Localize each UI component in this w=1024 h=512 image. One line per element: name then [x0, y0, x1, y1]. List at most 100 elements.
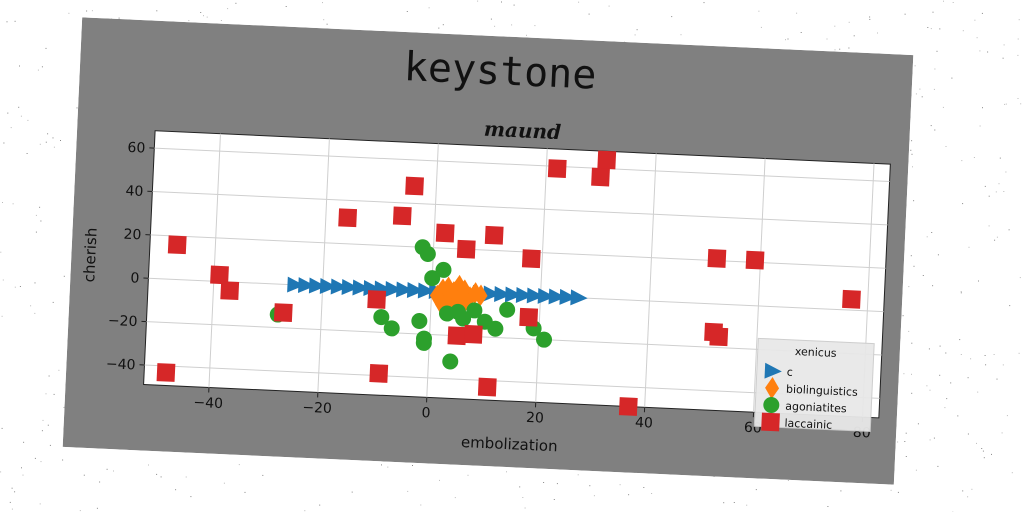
noise-speck [915, 469, 917, 471]
noise-speck [983, 457, 985, 459]
axes-title: maund [483, 117, 561, 144]
point-laccainic [338, 208, 358, 228]
noise-speck [973, 157, 975, 158]
noise-speck [511, 24, 513, 26]
noise-speck [995, 191, 997, 193]
noise-speck [1017, 98, 1019, 99]
noise-speck [703, 2, 705, 4]
noise-speck [961, 160, 963, 162]
noise-speck [908, 286, 910, 288]
noise-speck [758, 10, 760, 12]
noise-speck [227, 8, 229, 10]
noise-speck [19, 65, 20, 67]
y-grid-line [152, 190, 888, 226]
noise-speck [945, 352, 947, 354]
noise-speck [1, 315, 3, 317]
noise-speck [928, 348, 930, 350]
noise-speck [39, 206, 41, 208]
noise-speck [7, 112, 9, 114]
noise-speck [381, 464, 382, 466]
noise-speck [23, 441, 25, 443]
point-c [287, 276, 305, 293]
noise-speck [853, 35, 855, 37]
noise-speck [981, 448, 983, 449]
noise-speck [438, 27, 440, 29]
noise-speck [1005, 103, 1007, 105]
legend-label-agoniatites: agoniatites [785, 400, 847, 416]
point-agoniatites [455, 310, 472, 327]
noise-speck [934, 129, 936, 131]
x-tick-label: 0 [421, 405, 431, 421]
noise-speck [826, 38, 828, 40]
noise-speck [10, 127, 12, 129]
point-agoniatites [373, 309, 390, 326]
y-tick-label: 20 [123, 227, 142, 244]
point-laccainic [707, 249, 727, 268]
point-laccainic [463, 324, 483, 344]
noise-speck [1018, 352, 1020, 354]
noise-speck [490, 18, 492, 20]
noise-speck [952, 2, 954, 3]
y-tick-label: −20 [108, 313, 138, 330]
noise-speck [20, 115, 22, 117]
noise-speck [933, 88, 935, 90]
legend-label-laccainic: laccainic [784, 417, 832, 432]
noise-speck [22, 474, 24, 476]
noise-speck [63, 275, 65, 277]
point-biolinguistics [452, 274, 467, 297]
noise-speck [439, 479, 440, 481]
point-laccainic [392, 206, 412, 226]
noise-speck [406, 11, 408, 12]
noise-speck [506, 471, 507, 473]
legend: xenicus c biolinguisticsagoniatiteslaccai… [753, 337, 875, 433]
noise-speck [982, 450, 984, 452]
noise-speck [840, 490, 842, 492]
legend-box [753, 337, 875, 433]
noise-speck [922, 275, 924, 276]
noise-speck [911, 342, 913, 344]
noise-speck [979, 125, 981, 127]
noise-speck [619, 484, 621, 486]
point-c [548, 288, 566, 305]
noise-speck [34, 312, 36, 314]
noise-speck [971, 488, 973, 490]
noise-speck [118, 17, 120, 19]
noise-speck [47, 424, 49, 426]
noise-speck [185, 476, 187, 478]
x-axis-ticks: −40 −20 0 20 40 60 80 [193, 387, 871, 442]
noise-speck [932, 11, 934, 13]
point-c [504, 286, 523, 303]
noise-speck [921, 96, 923, 98]
noise-speck [513, 4, 515, 6]
noise-speck [322, 2, 323, 4]
y-grid-line [154, 147, 890, 183]
point-biolinguistics [441, 276, 456, 299]
noise-speck [96, 507, 98, 509]
noise-speck [39, 503, 41, 505]
noise-speck [1001, 432, 1003, 434]
noise-speck [156, 473, 158, 475]
noise-speck [869, 16, 871, 18]
noise-speck [834, 49, 836, 51]
noise-speck [304, 510, 306, 512]
noise-speck [543, 482, 545, 483]
noise-speck [848, 21, 850, 23]
noise-speck [796, 12, 798, 14]
noise-speck [589, 485, 591, 487]
point-c [406, 282, 425, 298]
point-agoniatites [487, 320, 504, 337]
noise-speck [14, 491, 16, 493]
noise-speck [927, 27, 929, 28]
x-tick-label: 40 [635, 415, 654, 432]
point-laccainic [842, 289, 861, 309]
point-laccainic [591, 167, 610, 187]
noise-speck [937, 254, 939, 256]
noise-speck [1004, 103, 1006, 105]
point-c [396, 281, 414, 298]
point-agoniatites [411, 312, 428, 329]
noise-speck [994, 239, 996, 241]
x-grid-line [753, 158, 766, 413]
noise-speck [37, 69, 39, 71]
noise-speck [11, 487, 13, 489]
noise-speck [912, 166, 913, 168]
